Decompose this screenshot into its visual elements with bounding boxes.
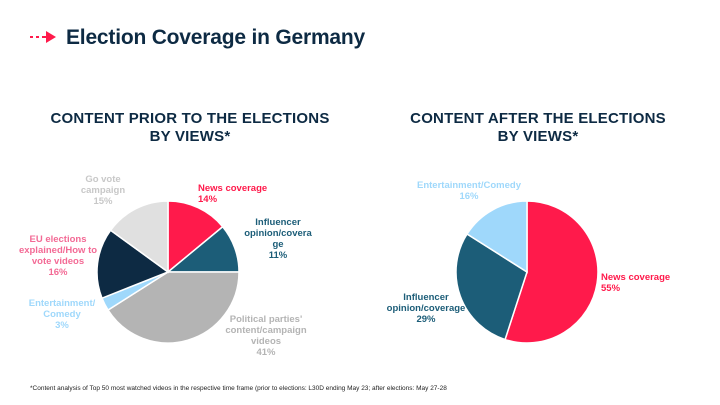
pie-1-label-0: News coverage 55% <box>601 272 670 294</box>
chart-title-after: CONTENT AFTER THE ELECTIONS BY VIEWS* <box>388 110 688 146</box>
pie-0-label-1-text: opinion/covera <box>244 228 312 239</box>
pie-1-label-2-text: Entertainment/Comedy <box>417 180 521 191</box>
pie-1-label-1-value: 29% <box>416 314 436 325</box>
pie-0-label-5: Go vote campaign 15% <box>76 174 130 207</box>
pie-0-label-4-text: EU elections <box>29 234 87 245</box>
pie-0-label-1: Influencer opinion/covera ge 11% <box>239 217 317 261</box>
chart-title-prior-line-2: BY VIEWS* <box>149 128 231 145</box>
chart-title-after-line-2: BY VIEWS* <box>497 128 579 145</box>
footnote: *Content analysis of Top 50 most watched… <box>30 385 447 392</box>
pie-0-label-5-text: Go vote <box>85 174 121 185</box>
pie-0-label-2-text: videos <box>250 336 282 347</box>
pie-0-label-3-value: 3% <box>55 320 69 331</box>
chart-title-after-line-1: CONTENT AFTER THE ELECTIONS <box>410 110 666 127</box>
pie-1 <box>455 200 599 344</box>
pie-0-label-0-value: 14% <box>198 194 218 205</box>
pie-1-label-0-text: News coverage <box>601 272 671 283</box>
pie-1-slice-2 <box>466 200 528 274</box>
pie-0 <box>96 200 240 344</box>
chart-title-prior: CONTENT PRIOR TO THE ELECTIONS BY VIEWS* <box>40 110 340 146</box>
pie-0-label-5-text: campaign <box>80 185 126 196</box>
page-title: Election Coverage in Germany <box>66 26 366 49</box>
pie-0-label-4: EU elections explained/How to vote videos 1… <box>14 234 102 278</box>
pie-0-label-2: Political parties' content/campaign videos… <box>218 314 314 358</box>
pie-0-label-1-text: Influencer <box>255 217 301 228</box>
pie-0-slice-4 <box>96 229 170 300</box>
pie-1-slice-1 <box>455 232 528 341</box>
pie-1-label-0-value: 55% <box>601 283 621 294</box>
pie-0-label-0: News coverage 14% <box>198 183 267 205</box>
pie-0-label-3-text: Entertainment/ <box>28 298 96 309</box>
pie-0-slice-5 <box>109 200 169 274</box>
pie-1-slice-0 <box>504 200 599 344</box>
pie-0-label-2-value: 41% <box>256 347 276 358</box>
pie-0-label-5-value: 15% <box>93 196 113 207</box>
pie-0-label-4-value: 16% <box>48 267 68 278</box>
pie-0-label-4-text: explained/How to <box>18 245 98 256</box>
pie-0-label-2-text: Political parties' <box>229 314 303 325</box>
pie-1-label-1-text: opinion/coverage <box>386 303 466 314</box>
pie-0-label-3-text: Comedy <box>43 309 81 320</box>
pie-1-label-2: Entertainment/Comedy 16% <box>413 180 525 202</box>
pie-0-slice-0 <box>167 200 224 274</box>
pie-1-label-2-value: 16% <box>459 191 479 202</box>
pie-1-label-1-text: Influencer <box>403 292 449 303</box>
pie-0-label-1-text: ge <box>272 239 284 250</box>
arrow-icon <box>30 31 56 43</box>
pie-1-label-1: Influencer opinion/coverage 29% <box>374 292 478 325</box>
pie-0-label-2-text: content/campaign <box>225 325 307 336</box>
pie-0-label-4-text: vote videos <box>31 256 85 267</box>
pie-0-label-3: Entertainment/Comedy 3% <box>22 298 102 331</box>
pie-0-label-1-value: 11% <box>268 250 288 261</box>
pie-0-label-0-text: News coverage <box>198 183 268 194</box>
chart-title-prior-line-1: CONTENT PRIOR TO THE ELECTIONS <box>50 110 330 127</box>
